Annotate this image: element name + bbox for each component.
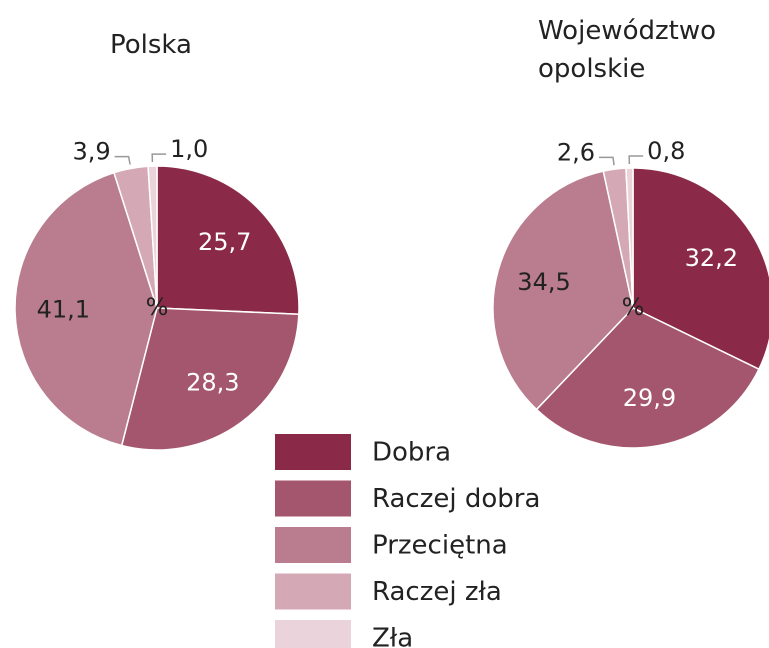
data-label: 28,3	[186, 368, 239, 396]
legend-swatch	[275, 573, 351, 610]
legend-swatch	[275, 480, 351, 517]
data-label: 0,8	[647, 137, 685, 165]
pie-slice	[14, 171, 158, 447]
legend-swatch	[275, 620, 351, 648]
legend-label: Raczej zła	[372, 577, 502, 607]
data-label: 41,1	[37, 296, 90, 324]
leader-line	[599, 156, 615, 166]
data-label: 2,6	[557, 138, 595, 166]
pie-slice	[632, 167, 769, 371]
center-label: %	[146, 293, 169, 321]
data-label: 32,2	[685, 244, 738, 272]
legend-label: Raczej dobra	[372, 484, 540, 514]
chart-title: Polska	[110, 30, 192, 60]
legend-label: Przeciętna	[372, 531, 508, 561]
legend-swatch	[275, 434, 351, 470]
pie-slice	[120, 307, 300, 451]
leader-line	[628, 155, 644, 165]
legend-swatch	[275, 527, 351, 563]
leader-line	[114, 155, 131, 165]
legend-label: Zła	[372, 624, 413, 648]
data-label: 25,7	[198, 228, 251, 256]
pie-slice	[625, 167, 634, 309]
pie-slice	[147, 165, 158, 309]
pie-slice	[492, 170, 634, 411]
pie-slice	[535, 307, 760, 449]
center-label: %	[622, 293, 645, 321]
leader-line	[151, 153, 167, 163]
legend-label: Dobra	[372, 438, 451, 468]
data-label: 1,0	[170, 135, 208, 163]
chart-title: Województwo opolskie	[538, 16, 717, 84]
pie-slice	[156, 165, 300, 316]
data-label: 29,9	[623, 384, 676, 412]
data-label: 34,5	[517, 268, 570, 296]
data-label: 3,9	[72, 138, 110, 166]
